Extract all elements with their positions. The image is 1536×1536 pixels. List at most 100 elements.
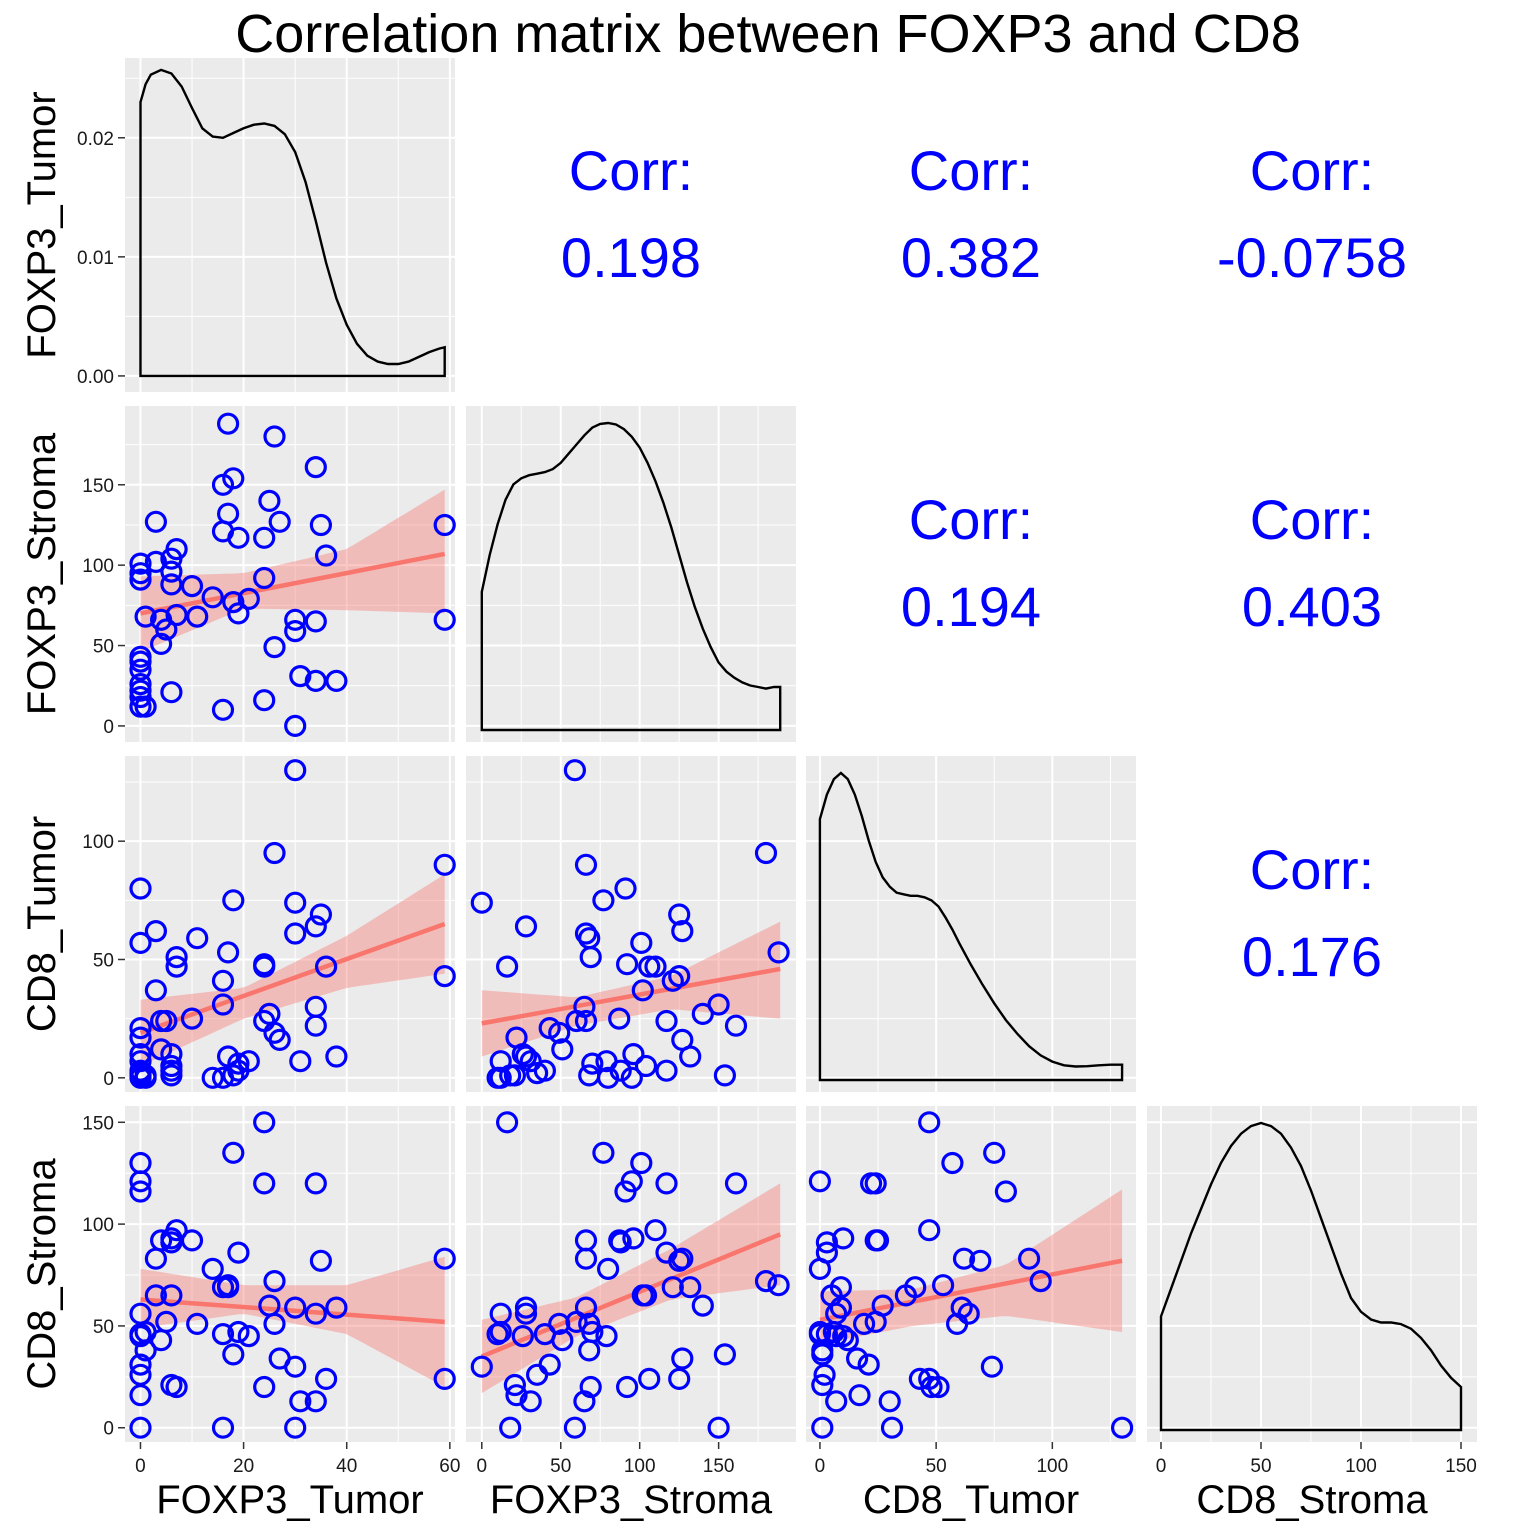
scatter-point <box>614 877 637 900</box>
scatter-point <box>638 955 661 978</box>
scatter-point <box>1110 1416 1134 1439</box>
scatter-point <box>129 562 152 585</box>
scatter-point <box>655 1172 678 1195</box>
scatter-point <box>144 979 167 1002</box>
scatter-point <box>222 1064 245 1087</box>
scatter-point <box>160 1064 183 1087</box>
scatter-point <box>595 1050 618 1073</box>
x-tick-label: 50 <box>1250 1456 1271 1477</box>
scatter-point <box>581 1052 604 1075</box>
scatter-point <box>129 568 152 591</box>
scatter-point <box>514 1045 538 1068</box>
row-strip-label: FOXP3_Tumor <box>20 91 64 358</box>
scatter-point <box>129 645 152 668</box>
scatter-point <box>160 681 183 704</box>
panel-CD8_Tumor-CD8_Tumor <box>806 756 1136 1092</box>
scatter-point <box>871 1294 894 1317</box>
panel-CD8_Stroma-FOXP3_Tumor <box>125 1106 456 1442</box>
density-curve <box>1159 1121 1463 1432</box>
scatter-point <box>754 841 778 865</box>
y-tick-label: 0 <box>103 1069 114 1090</box>
scatter-point <box>825 1390 848 1413</box>
x-axis-CD8_Stroma: 0 50 100 150 CD8_Stroma <box>1156 1442 1477 1522</box>
scatter-point <box>253 566 276 590</box>
scatter-point <box>144 510 167 533</box>
scatter-point <box>129 931 152 955</box>
y-tick-label: 150 <box>82 1113 114 1134</box>
scatter-point <box>263 1269 286 1293</box>
scatter-point <box>237 1324 260 1348</box>
x-tick-label: 0 <box>815 1456 826 1477</box>
scatter-point <box>155 618 178 641</box>
scatter-point <box>620 1170 643 1193</box>
scatter-point <box>263 425 286 448</box>
scatter-point <box>129 1324 152 1348</box>
scatter-point <box>433 608 456 631</box>
density-curve <box>139 68 446 378</box>
scatter-point <box>129 1363 152 1386</box>
panel-CD8_Stroma-CD8_Tumor <box>806 1106 1136 1442</box>
scatter-point <box>574 1247 598 1270</box>
panel-FOXP3_Tumor-FOXP3_Tumor <box>125 58 455 392</box>
scatter-point <box>811 1343 834 1366</box>
scatter-point <box>724 1172 748 1195</box>
scatter-point <box>754 1269 778 1293</box>
scatter-point <box>866 1229 890 1252</box>
y-axis-CD8_Stroma: 0 50 100 150 CD8_Stroma <box>20 1113 125 1440</box>
scatter-point <box>957 1302 980 1325</box>
scatter-point <box>931 1274 955 1297</box>
chart-title: Correlation matrix between FOXP3 and CD8 <box>235 4 1300 64</box>
scatter-point <box>186 1312 209 1336</box>
scatter-point <box>165 603 188 627</box>
row-strip-label: CD8_Stroma <box>20 1158 64 1390</box>
panel-CD8_Tumor-FOXP3_Tumor <box>125 756 456 1092</box>
scatter-point <box>263 635 286 659</box>
corr-value: 0.198 <box>561 226 701 289</box>
scatter-point <box>668 1367 691 1391</box>
scatter-point <box>707 993 730 1016</box>
scatter-point <box>563 759 587 782</box>
corr-value: 0.403 <box>1242 575 1382 638</box>
scatter-point <box>918 1219 941 1242</box>
scatter-point <box>289 664 312 688</box>
corr-value: 0.382 <box>901 226 1041 289</box>
fit-line <box>140 551 446 616</box>
scatter-point <box>309 1249 332 1272</box>
scatter-point <box>150 632 173 656</box>
scatter-point <box>304 1302 327 1325</box>
scatter-point <box>630 1151 653 1175</box>
scatter-point <box>767 941 790 964</box>
x-tick-label: 0 <box>1156 1456 1167 1477</box>
y-tick-label: 150 <box>82 476 114 497</box>
column-strip-label: FOXP3_Stroma <box>490 1478 773 1522</box>
scatter-point <box>631 979 654 1002</box>
scatter-point <box>186 605 209 628</box>
fit-line <box>819 1258 1123 1323</box>
scatter-point <box>486 1066 509 1089</box>
scatter-point <box>160 1231 183 1254</box>
scatter-point <box>268 510 291 533</box>
scatter-point <box>433 1247 456 1270</box>
scatter-point <box>592 1141 615 1164</box>
density-curve <box>480 421 782 732</box>
scatter-point <box>952 1247 976 1270</box>
y-tick-label: 100 <box>82 832 114 853</box>
confidence-band <box>481 1183 781 1394</box>
x-tick-label: 40 <box>336 1456 357 1477</box>
scatter-point <box>691 1002 714 1026</box>
scatter-point <box>160 560 183 583</box>
y-tick-label: 50 <box>93 637 114 658</box>
corr-label: Corr: <box>569 139 693 202</box>
scatter-point <box>644 1219 667 1242</box>
scatter-point <box>263 1312 286 1336</box>
scatter-point <box>284 608 307 631</box>
scatter-point <box>878 1390 901 1413</box>
scatter-point <box>144 1284 167 1307</box>
scatter-point <box>713 1343 737 1366</box>
corr-label: Corr: <box>1250 838 1374 901</box>
scatter-point <box>222 889 245 912</box>
column-strip-label: FOXP3_Tumor <box>156 1478 423 1522</box>
scatter-point <box>309 513 332 537</box>
scatter-point <box>941 1151 964 1175</box>
scatter-point <box>222 467 245 490</box>
